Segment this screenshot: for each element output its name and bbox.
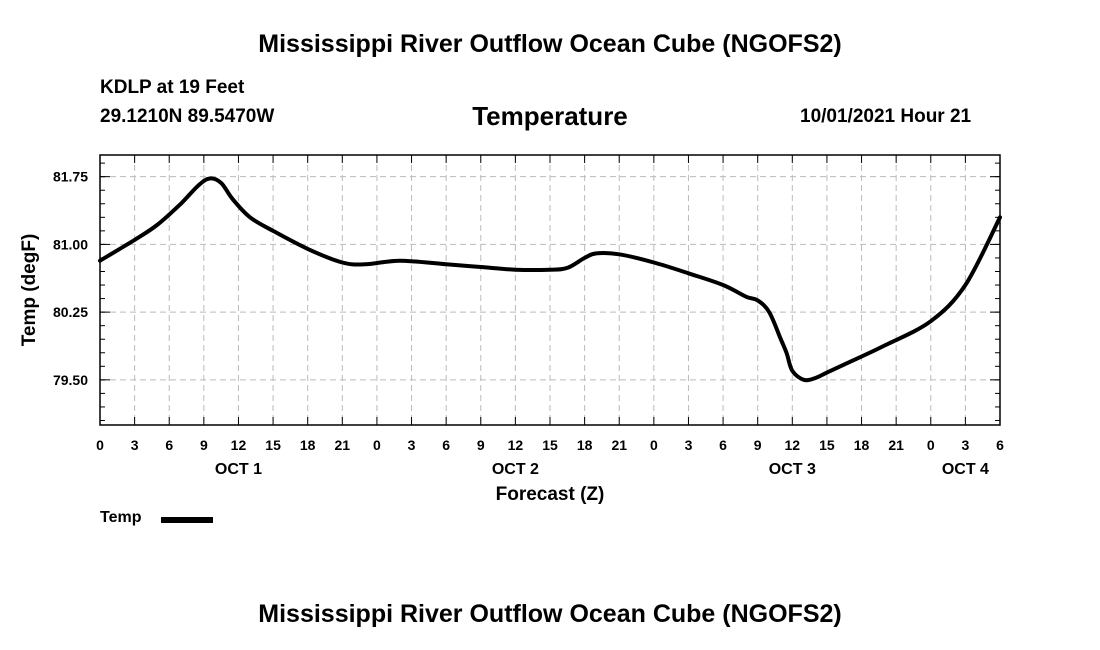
x-tick-label: 18 bbox=[577, 437, 593, 453]
footer-title: Mississippi River Outflow Ocean Cube (NG… bbox=[258, 600, 842, 628]
x-tick-label: 12 bbox=[508, 437, 524, 453]
x-tick-label: 21 bbox=[611, 437, 627, 453]
x-tick-label: 3 bbox=[131, 437, 139, 453]
y-tick-label: 81.75 bbox=[53, 169, 88, 185]
legend-label: Temp bbox=[100, 509, 142, 526]
main-title: Mississippi River Outflow Ocean Cube (NG… bbox=[258, 30, 842, 58]
x-tick-label: 18 bbox=[854, 437, 870, 453]
tick-labels: 0 3 6 9 12 15 18 21 0 3 6 9 12 15 18 21 0 3 6 9 12 15 18 21 0 3 6 7… bbox=[53, 169, 1004, 478]
x-tick-label: 6 bbox=[719, 437, 727, 453]
y-tick-label: 81.00 bbox=[53, 236, 88, 252]
day-label: OCT 3 bbox=[769, 461, 816, 478]
plot-frame bbox=[99, 154, 1001, 426]
y-tick-label: 79.50 bbox=[53, 372, 88, 388]
x-tick-label: 12 bbox=[231, 437, 247, 453]
x-tick-label: 21 bbox=[335, 437, 351, 453]
station-coordinates: 29.1210N 89.5470W bbox=[100, 106, 275, 127]
x-tick-label: 3 bbox=[961, 437, 969, 453]
x-tick-label: 0 bbox=[650, 437, 658, 453]
day-label: OCT 2 bbox=[492, 461, 539, 478]
x-tick-label: 6 bbox=[442, 437, 450, 453]
x-tick-label: 15 bbox=[265, 437, 281, 453]
y-tick-label: 80.25 bbox=[53, 304, 88, 320]
day-label: OCT 4 bbox=[942, 461, 989, 478]
x-tick-label: 21 bbox=[888, 437, 904, 453]
x-tick-label: 0 bbox=[96, 437, 104, 453]
x-axis-title: Forecast (Z) bbox=[496, 484, 605, 505]
axis-ticks bbox=[99, 155, 1001, 425]
x-tick-label: 3 bbox=[408, 437, 416, 453]
station-name: KDLP at 19 Feet bbox=[100, 77, 245, 98]
legend-line-swatch bbox=[161, 517, 213, 523]
x-tick-label: 12 bbox=[785, 437, 801, 453]
day-label: OCT 1 bbox=[215, 461, 262, 478]
x-tick-label: 0 bbox=[927, 437, 935, 453]
series-layer bbox=[98, 176, 1002, 383]
grid bbox=[100, 155, 1000, 425]
x-tick-label: 3 bbox=[685, 437, 693, 453]
x-tick-label: 9 bbox=[754, 437, 762, 453]
series-line-temp bbox=[98, 176, 1002, 383]
variable-title: Temperature bbox=[472, 101, 628, 131]
x-tick-label: 15 bbox=[542, 437, 558, 453]
x-tick-label: 18 bbox=[300, 437, 316, 453]
y-axis-title: Temp (degF) bbox=[19, 234, 40, 347]
x-tick-label: 0 bbox=[373, 437, 381, 453]
x-tick-label: 6 bbox=[996, 437, 1004, 453]
x-tick-label: 9 bbox=[477, 437, 485, 453]
x-tick-label: 15 bbox=[819, 437, 835, 453]
x-tick-label: 9 bbox=[200, 437, 208, 453]
x-tick-label: 6 bbox=[165, 437, 173, 453]
forecast-run-time: 10/01/2021 Hour 21 bbox=[800, 106, 972, 127]
